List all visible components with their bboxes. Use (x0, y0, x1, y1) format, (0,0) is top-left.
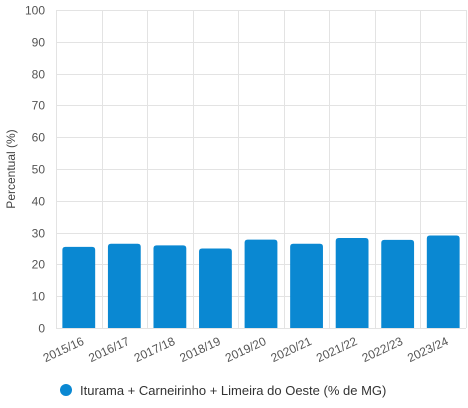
y-tick-label: 60 (32, 131, 46, 145)
y-tick-label: 90 (32, 36, 46, 50)
x-tick-label: 2015/16 (41, 334, 87, 365)
y-tick-label: 0 (38, 322, 45, 336)
x-tick-label: 2023/24 (405, 334, 451, 365)
x-tick-label: 2018/19 (177, 334, 223, 365)
bar-2023/24[interactable] (426, 235, 460, 328)
y-axis-title: Percentual (%) (4, 129, 18, 208)
x-tick-label: 2017/18 (132, 334, 178, 365)
gridlines (56, 10, 467, 329)
x-tick-label: 2021/22 (314, 334, 360, 365)
y-tick-label: 20 (32, 258, 46, 272)
bar-2021/22[interactable] (335, 238, 369, 328)
bar-2018/19[interactable] (199, 248, 232, 329)
bar-2022/23[interactable] (381, 239, 415, 328)
legend-label: Iturama + Carneirinho + Limeira do Oeste… (80, 383, 386, 398)
x-tick-label: 2020/21 (269, 334, 315, 365)
bar-2020/21[interactable] (290, 243, 323, 328)
y-tick-label: 100 (25, 4, 45, 18)
y-tick-label: 80 (32, 68, 46, 82)
x-axis-ticks: 2015/16 2016/17 2017/18 2018/19 2019/20 2020/… (41, 334, 451, 365)
y-tick-label: 30 (32, 227, 46, 241)
y-tick-label: 70 (32, 99, 46, 113)
y-tick-label: 40 (32, 195, 46, 209)
bar-2017/18[interactable] (153, 245, 187, 328)
y-axis-ticks: 0 10 20 30 40 50 60 70 80 90 100 (25, 4, 45, 336)
y-tick-label: 10 (32, 290, 46, 304)
bar-2019/20[interactable] (244, 239, 278, 328)
x-tick-label: 2019/20 (223, 334, 269, 365)
legend-marker (60, 384, 72, 396)
bars (62, 235, 460, 329)
x-tick-label: 2022/23 (360, 334, 406, 365)
x-tick-label: 2016/17 (86, 334, 132, 365)
bar-2015/16[interactable] (62, 246, 96, 328)
bar-2016/17[interactable] (107, 243, 141, 328)
legend[interactable]: Iturama + Carneirinho + Limeira do Oeste… (60, 383, 386, 398)
y-tick-label: 50 (32, 163, 46, 177)
